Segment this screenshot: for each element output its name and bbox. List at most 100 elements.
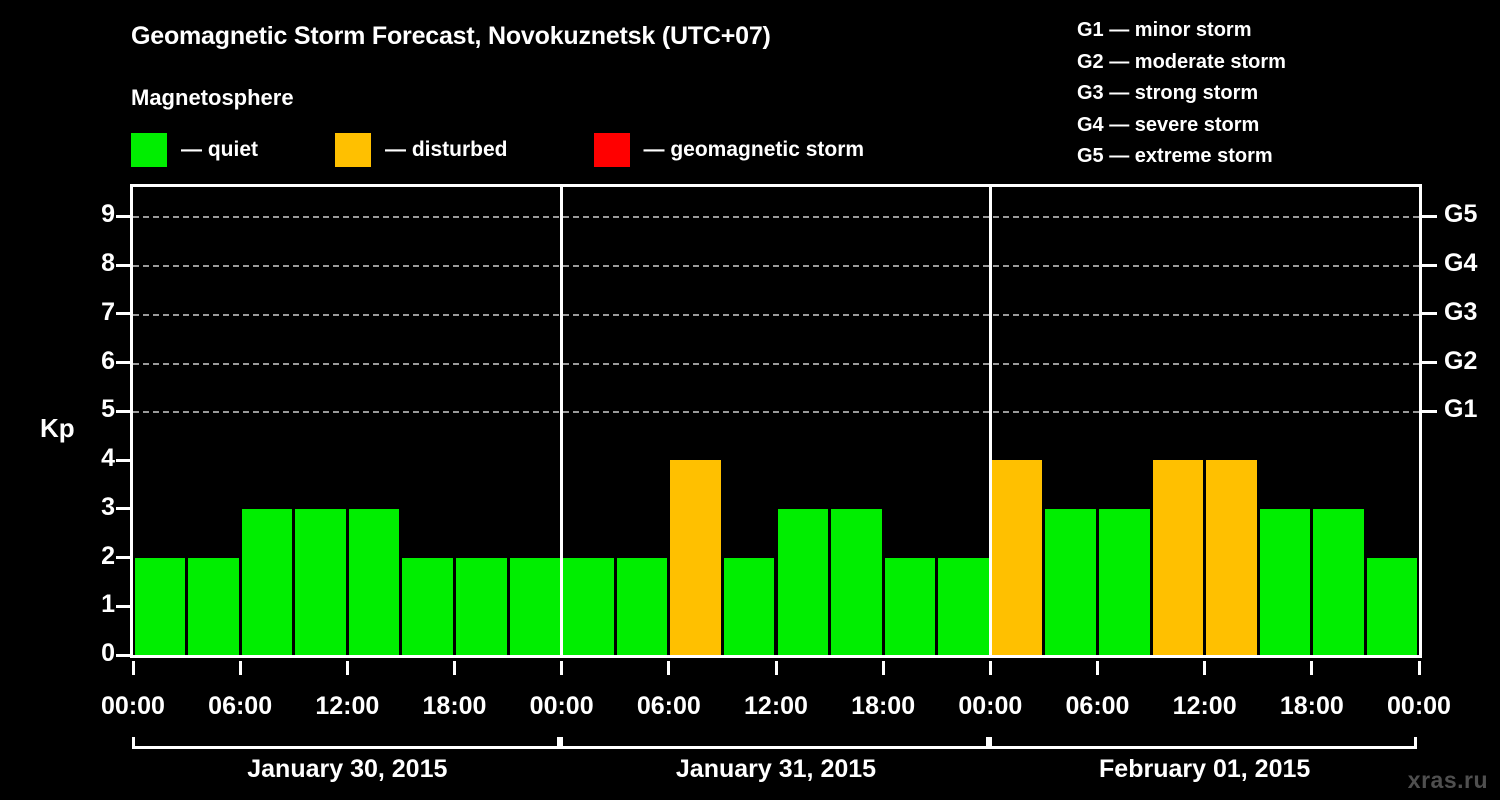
g-scale-legend: G1 — minor storm G2 — moderate storm G3 — … bbox=[1077, 15, 1487, 173]
bar bbox=[884, 557, 936, 655]
g-tick-mark-G3 bbox=[1422, 312, 1437, 316]
gridline-kp-9 bbox=[133, 216, 1419, 219]
g-tick-label-G3: G3 bbox=[1444, 297, 1478, 326]
x-tick-label-8: 00:00 bbox=[958, 692, 1023, 720]
bar bbox=[1313, 508, 1364, 655]
gridline-kp-8 bbox=[133, 265, 1419, 267]
bar bbox=[295, 508, 346, 655]
legend-swatch-quiet-icon bbox=[131, 133, 167, 167]
bar bbox=[777, 508, 829, 655]
legend-entry-geomagnetic-storm: — geomagnetic storm bbox=[593, 132, 865, 168]
y-tick-label-8: 8 bbox=[101, 249, 115, 277]
legend-label-disturbed: — disturbed bbox=[385, 138, 508, 161]
day-divider-1 bbox=[560, 187, 564, 655]
bar bbox=[1259, 508, 1311, 655]
day-label-3: February 01, 2015 bbox=[1099, 755, 1311, 783]
x-tick-mark-4 bbox=[560, 661, 564, 675]
x-tick-mark-2 bbox=[345, 661, 349, 675]
g-tick-mark-G4 bbox=[1422, 263, 1437, 267]
y-tick-label-0: 0 bbox=[101, 639, 115, 667]
x-tick-label-7: 18:00 bbox=[851, 692, 916, 720]
y-tick-mark-4 bbox=[116, 458, 131, 462]
bar bbox=[938, 557, 989, 655]
bar bbox=[134, 557, 186, 655]
g-tick-mark-G2 bbox=[1422, 361, 1437, 364]
x-tick-label-11: 18:00 bbox=[1279, 692, 1344, 720]
y-tick-mark-3 bbox=[116, 507, 131, 511]
x-tick-mark-7 bbox=[881, 661, 885, 675]
bar bbox=[1045, 508, 1096, 655]
y-tick-label-6: 6 bbox=[101, 346, 115, 375]
g-legend-row-5: G5 — extreme storm bbox=[1077, 145, 1273, 167]
bar bbox=[616, 557, 668, 655]
page-title: Geomagnetic Storm Forecast, Novokuznetsk… bbox=[131, 22, 771, 50]
day-label-1: January 30, 2015 bbox=[247, 755, 448, 783]
x-tick-mark-8 bbox=[988, 661, 992, 675]
bar bbox=[456, 557, 507, 655]
g-legend-row-3: G3 — strong storm bbox=[1077, 82, 1259, 104]
bar bbox=[723, 557, 775, 655]
x-tick-label-9: 06:00 bbox=[1065, 692, 1130, 720]
color-legend: — quiet — disturbed — geomagnetic storm bbox=[131, 132, 864, 168]
x-tick-label-4: 00:00 bbox=[529, 692, 594, 720]
day-divider-2 bbox=[988, 187, 992, 655]
x-tick-label-1: 06:00 bbox=[208, 692, 273, 720]
gridline-kp-5 bbox=[133, 411, 1419, 414]
y-tick-label-7: 7 bbox=[101, 297, 115, 326]
g-tick-label-G5: G5 bbox=[1444, 200, 1478, 229]
gridline-kp-6 bbox=[133, 362, 1419, 365]
g-tick-label-G1: G1 bbox=[1444, 395, 1478, 424]
legend-swatch-geomagnetic-storm-icon bbox=[593, 133, 630, 167]
y-tick-label-9: 9 bbox=[101, 200, 115, 229]
day-bracket-2 bbox=[560, 737, 989, 749]
y-tick-mark-7 bbox=[116, 312, 131, 316]
bar bbox=[563, 557, 614, 655]
x-tick-mark-3 bbox=[453, 661, 456, 675]
gridline-kp-7 bbox=[133, 313, 1419, 316]
x-tick-mark-1 bbox=[238, 661, 242, 675]
y-tick-label-5: 5 bbox=[101, 395, 115, 424]
g-tick-mark-G1 bbox=[1422, 409, 1437, 413]
y-tick-mark-6 bbox=[116, 361, 131, 364]
legend-entry-quiet: — quiet bbox=[131, 132, 258, 168]
subtitle-magnetosphere: Magnetosphere bbox=[131, 85, 294, 110]
y-tick-mark-0 bbox=[116, 653, 131, 657]
bar bbox=[402, 557, 453, 655]
g-tick-label-G4: G4 bbox=[1444, 249, 1478, 277]
x-tick-label-3: 18:00 bbox=[422, 692, 487, 720]
g-legend-row-1: G1 — minor storm bbox=[1077, 19, 1252, 41]
day-label-2: January 31, 2015 bbox=[675, 755, 877, 783]
bar bbox=[1206, 460, 1257, 655]
y-tick-mark-1 bbox=[116, 604, 131, 608]
y-axis-title: Kp bbox=[40, 413, 75, 443]
bar bbox=[241, 508, 293, 655]
x-tick-label-12: 00:00 bbox=[1387, 692, 1451, 720]
y-tick-label-2: 2 bbox=[101, 541, 115, 570]
y-tick-label-3: 3 bbox=[101, 492, 115, 521]
bar bbox=[991, 460, 1043, 655]
legend-entry-disturbed: — disturbed bbox=[335, 132, 508, 168]
y-tick-label-1: 1 bbox=[101, 590, 115, 619]
plot-area bbox=[133, 187, 1419, 655]
x-tick-mark-0 bbox=[131, 661, 135, 675]
g-tick-label-G2: G2 bbox=[1444, 346, 1478, 375]
bars-layer bbox=[133, 187, 1419, 655]
g-legend-row-4: G4 — severe storm bbox=[1077, 113, 1260, 136]
day-bracket-3 bbox=[988, 737, 1418, 749]
bar bbox=[1366, 557, 1418, 655]
x-tick-mark-9 bbox=[1096, 661, 1099, 675]
legend-swatch-disturbed-icon bbox=[335, 133, 371, 167]
bar bbox=[509, 557, 561, 655]
watermark: xras.ru bbox=[1407, 767, 1488, 793]
y-tick-mark-9 bbox=[116, 214, 131, 218]
g-tick-mark-G5 bbox=[1422, 214, 1437, 218]
x-tick-label-6: 12:00 bbox=[744, 692, 808, 720]
y-tick-mark-2 bbox=[116, 556, 131, 559]
day-bracket-1 bbox=[131, 737, 561, 749]
y-tick-label-4: 4 bbox=[101, 444, 115, 472]
x-tick-mark-10 bbox=[1203, 661, 1207, 675]
x-tick-label-0: 00:00 bbox=[101, 692, 165, 720]
legend-label-geomagnetic-storm: — geomagnetic storm bbox=[643, 138, 865, 161]
x-tick-mark-6 bbox=[774, 661, 778, 675]
